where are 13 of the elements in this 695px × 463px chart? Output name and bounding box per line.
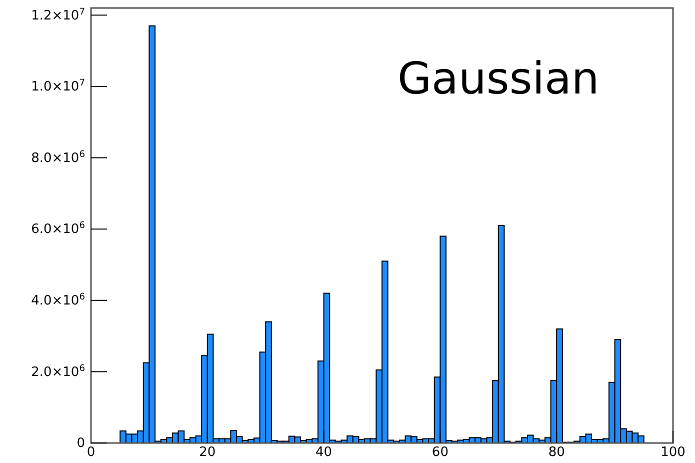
x-tick-label: 0 — [86, 445, 96, 460]
y-tick-label: 8.0×10$^{6}$ — [31, 150, 86, 166]
y-tick-label: 2.0×10$^{6}$ — [31, 364, 86, 380]
y-tick-label: 1.0×10$^{7}$ — [31, 78, 86, 95]
annotation: Gaussian — [397, 54, 600, 105]
x-tick-label: 20 — [199, 445, 216, 460]
x-tick-label: 80 — [548, 445, 565, 460]
x-tick-label: 100 — [660, 445, 686, 460]
x-tick-label: 60 — [432, 445, 448, 460]
y-tick-label: 6.0×10$^{6}$ — [31, 221, 86, 238]
y-tick-label: 1.2×10$^{7}$ — [31, 7, 86, 24]
y-tick-label: 4.0×10$^{6}$ — [31, 292, 86, 309]
x-tick-label: 40 — [316, 445, 332, 460]
